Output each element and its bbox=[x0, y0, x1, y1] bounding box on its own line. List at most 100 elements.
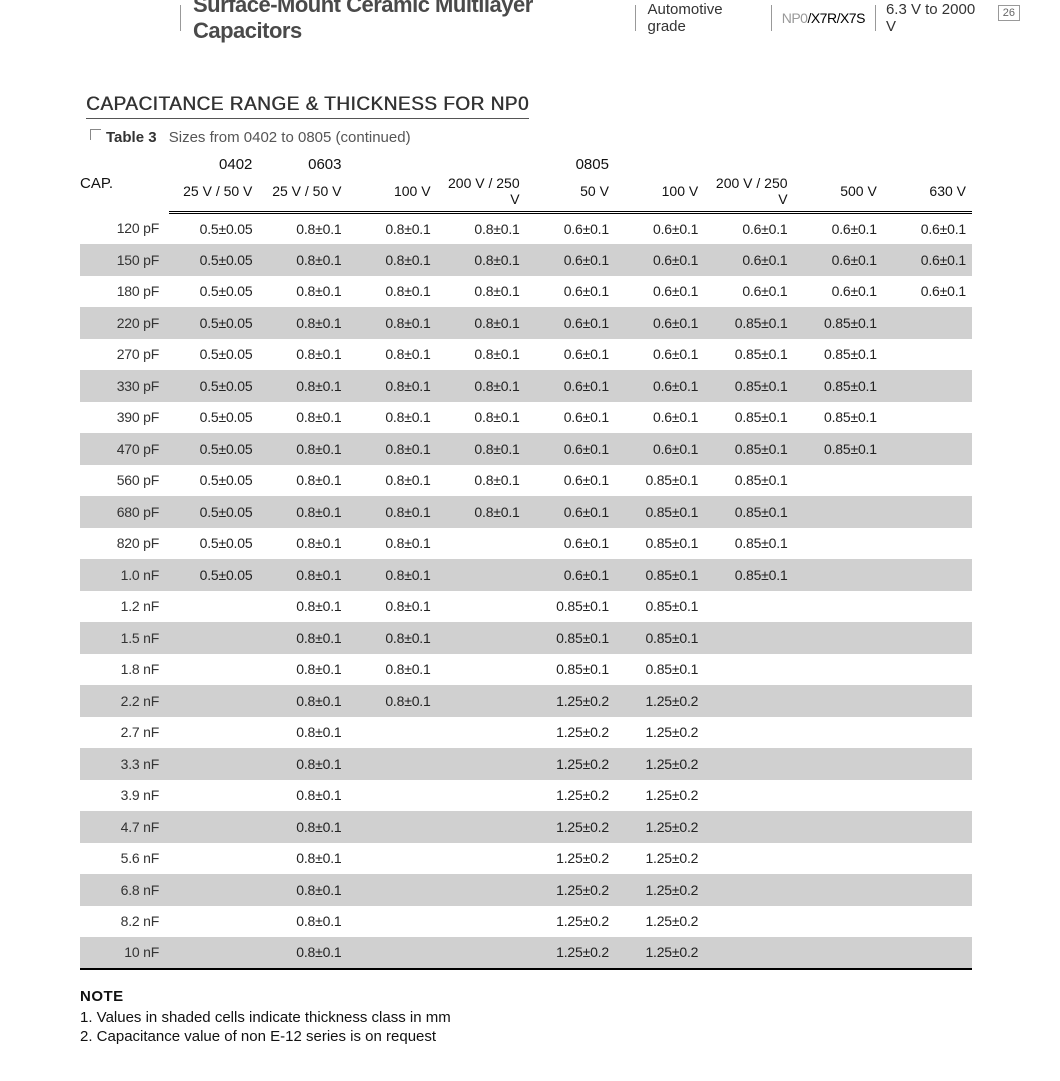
thickness-cell: 0.5±0.05 bbox=[169, 433, 258, 465]
size-0805: 0805 bbox=[526, 154, 615, 173]
table-row: 1.0 nF0.5±0.050.8±0.10.8±0.10.6±0.10.85±… bbox=[80, 559, 972, 591]
thickness-cell bbox=[437, 717, 526, 749]
thickness-cell bbox=[437, 654, 526, 686]
thickness-cell bbox=[883, 528, 972, 560]
thickness-cell bbox=[883, 748, 972, 780]
table-row: 5.6 nF0.8±0.11.25±0.21.25±0.2 bbox=[80, 843, 972, 875]
thickness-cell bbox=[347, 906, 436, 938]
table-label: Table 3 Sizes from 0402 to 0805 (continu… bbox=[90, 129, 980, 146]
thickness-cell bbox=[437, 906, 526, 938]
thickness-cell: 0.8±0.1 bbox=[437, 465, 526, 497]
thickness-cell: 0.6±0.1 bbox=[526, 433, 615, 465]
thickness-cell: 0.6±0.1 bbox=[526, 528, 615, 560]
thickness-cell: 0.8±0.1 bbox=[258, 843, 347, 875]
thickness-cell: 0.8±0.1 bbox=[347, 370, 436, 402]
dielectric-npo: NP0 bbox=[782, 10, 808, 26]
thickness-cell bbox=[883, 843, 972, 875]
thickness-cell bbox=[169, 937, 258, 969]
thickness-cell: 0.8±0.1 bbox=[347, 276, 436, 308]
thickness-cell: 1.25±0.2 bbox=[526, 874, 615, 906]
thickness-cell: 1.25±0.2 bbox=[526, 937, 615, 969]
capacitance-table: CAP. 0402 0603 0805 25 V / 50 V25 V / 50… bbox=[80, 154, 972, 970]
table-row: 220 pF0.5±0.050.8±0.10.8±0.10.8±0.10.6±0… bbox=[80, 307, 972, 339]
thickness-cell: 0.8±0.1 bbox=[258, 465, 347, 497]
thickness-cell: 0.6±0.1 bbox=[615, 433, 704, 465]
header-voltage: 6.3 V to 2000 V bbox=[882, 1, 988, 35]
thickness-cell: 0.8±0.1 bbox=[258, 937, 347, 969]
thickness-cell: 0.8±0.1 bbox=[437, 496, 526, 528]
thickness-cell: 0.8±0.1 bbox=[347, 622, 436, 654]
table-description: Sizes from 0402 to 0805 (continued) bbox=[169, 129, 411, 146]
thickness-cell: 0.8±0.1 bbox=[347, 339, 436, 371]
thickness-cell bbox=[883, 717, 972, 749]
thickness-cell bbox=[704, 748, 793, 780]
thickness-cell: 0.85±0.1 bbox=[794, 433, 883, 465]
thickness-cell: 0.8±0.1 bbox=[258, 811, 347, 843]
cap-value: 10 nF bbox=[80, 937, 169, 969]
thickness-cell bbox=[883, 433, 972, 465]
thickness-cell bbox=[347, 874, 436, 906]
thickness-cell bbox=[883, 370, 972, 402]
thickness-cell: 0.8±0.1 bbox=[437, 307, 526, 339]
thickness-cell: 0.6±0.1 bbox=[526, 213, 615, 245]
voltage-header: 25 V / 50 V bbox=[258, 173, 347, 213]
voltage-header: 500 V bbox=[794, 173, 883, 213]
sep bbox=[180, 5, 181, 31]
thickness-cell: 0.8±0.1 bbox=[258, 717, 347, 749]
thickness-cell bbox=[794, 528, 883, 560]
thickness-cell: 0.85±0.1 bbox=[794, 339, 883, 371]
thickness-cell bbox=[437, 685, 526, 717]
thickness-cell: 0.6±0.1 bbox=[794, 244, 883, 276]
sep bbox=[635, 5, 636, 31]
table-body: 120 pF0.5±0.050.8±0.10.8±0.10.8±0.10.6±0… bbox=[80, 213, 972, 969]
table-row: 680 pF0.5±0.050.8±0.10.8±0.10.8±0.10.6±0… bbox=[80, 496, 972, 528]
thickness-cell: 0.8±0.1 bbox=[347, 433, 436, 465]
header-grade: Automotive grade bbox=[642, 1, 765, 35]
thickness-cell: 0.85±0.1 bbox=[615, 591, 704, 623]
voltage-header: 25 V / 50 V bbox=[169, 173, 258, 213]
thickness-cell: 0.6±0.1 bbox=[615, 339, 704, 371]
table-row: 3.9 nF0.8±0.11.25±0.21.25±0.2 bbox=[80, 780, 972, 812]
table-row: 6.8 nF0.8±0.11.25±0.21.25±0.2 bbox=[80, 874, 972, 906]
thickness-cell: 0.6±0.1 bbox=[615, 244, 704, 276]
section-title: CAPACITANCE RANGE & THICKNESS FOR NP0 bbox=[86, 94, 529, 119]
thickness-cell: 0.6±0.1 bbox=[615, 276, 704, 308]
thickness-cell bbox=[169, 843, 258, 875]
thickness-cell: 0.5±0.05 bbox=[169, 559, 258, 591]
cap-value: 4.7 nF bbox=[80, 811, 169, 843]
thickness-cell: 0.8±0.1 bbox=[258, 748, 347, 780]
cap-value: 1.2 nF bbox=[80, 591, 169, 623]
thickness-cell bbox=[437, 874, 526, 906]
thickness-cell bbox=[704, 591, 793, 623]
thickness-cell: 0.85±0.1 bbox=[704, 402, 793, 434]
thickness-cell bbox=[883, 874, 972, 906]
thickness-cell bbox=[169, 622, 258, 654]
thickness-cell: 0.5±0.05 bbox=[169, 244, 258, 276]
table-row: 270 pF0.5±0.050.8±0.10.8±0.10.8±0.10.6±0… bbox=[80, 339, 972, 371]
thickness-cell: 0.8±0.1 bbox=[258, 370, 347, 402]
thickness-cell: 0.5±0.05 bbox=[169, 339, 258, 371]
cap-value: 150 pF bbox=[80, 244, 169, 276]
cap-value: 8.2 nF bbox=[80, 906, 169, 938]
thickness-cell: 1.25±0.2 bbox=[615, 811, 704, 843]
table-head: CAP. 0402 0603 0805 25 V / 50 V25 V / 50… bbox=[80, 154, 972, 213]
cap-header: CAP. bbox=[80, 154, 169, 213]
cap-value: 6.8 nF bbox=[80, 874, 169, 906]
voltage-header: 630 V bbox=[883, 173, 972, 213]
thickness-cell bbox=[883, 559, 972, 591]
thickness-cell: 0.8±0.1 bbox=[258, 874, 347, 906]
thickness-cell bbox=[794, 937, 883, 969]
thickness-cell bbox=[169, 591, 258, 623]
note-item: 2. Capacitance value of non E-12 series … bbox=[80, 1028, 980, 1045]
table-row: 10 nF0.8±0.11.25±0.21.25±0.2 bbox=[80, 937, 972, 969]
thickness-cell: 0.8±0.1 bbox=[258, 528, 347, 560]
thickness-cell bbox=[169, 748, 258, 780]
thickness-cell: 0.5±0.05 bbox=[169, 496, 258, 528]
table-row: 120 pF0.5±0.050.8±0.10.8±0.10.8±0.10.6±0… bbox=[80, 213, 972, 245]
thickness-cell bbox=[794, 874, 883, 906]
thickness-cell: 0.85±0.1 bbox=[704, 496, 793, 528]
thickness-cell bbox=[347, 780, 436, 812]
thickness-cell: 0.6±0.1 bbox=[526, 559, 615, 591]
thickness-cell bbox=[169, 654, 258, 686]
page-number: 26 bbox=[998, 5, 1020, 21]
